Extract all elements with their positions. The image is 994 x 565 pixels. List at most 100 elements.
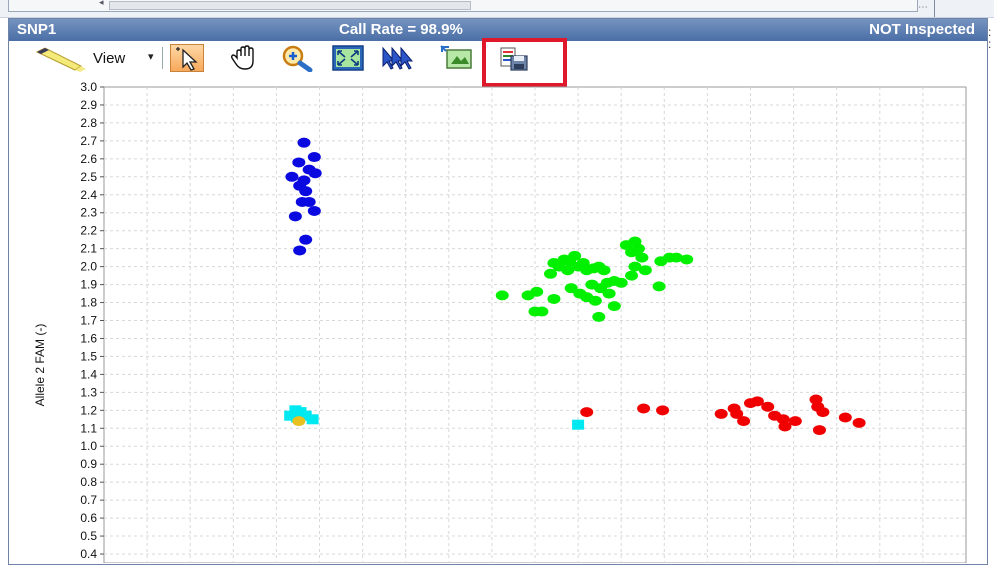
data-point — [292, 157, 306, 168]
y-tick-label: 1.5 — [80, 349, 97, 363]
data-point — [680, 254, 694, 265]
data-point — [588, 295, 602, 306]
y-tick-label: 1.3 — [80, 385, 97, 399]
data-point — [614, 277, 628, 288]
data-point — [761, 401, 775, 412]
inspection-status: NOT Inspected — [869, 21, 975, 38]
data-point — [852, 417, 866, 428]
data-point-square — [572, 419, 585, 430]
y-tick-label: 2.5 — [80, 170, 97, 184]
data-point — [580, 407, 594, 418]
save-plot-button[interactable] — [497, 44, 537, 72]
data-point — [285, 171, 299, 182]
view-label: View — [93, 50, 126, 67]
data-point — [638, 265, 652, 276]
toolbar-separator — [162, 47, 163, 69]
view-menu-button[interactable]: View ▾ — [31, 44, 161, 72]
data-point — [637, 403, 651, 414]
y-tick-label: 2.7 — [80, 134, 97, 148]
snp-name: SNP1 — [17, 21, 57, 38]
data-point — [530, 286, 544, 297]
data-point — [652, 281, 666, 292]
call-rate-label: Call Rate = 98.9% — [339, 21, 463, 38]
y-tick-label: 1.2 — [80, 403, 97, 417]
y-tick-label: 2.2 — [80, 224, 97, 238]
data-point — [568, 250, 582, 261]
y-tick-label: 2.9 — [80, 98, 97, 112]
y-tick-label: 1.0 — [80, 439, 97, 453]
y-tick-label: 2.6 — [80, 152, 97, 166]
y-tick-label: 2.8 — [80, 116, 97, 130]
y-tick-label: 0.5 — [80, 529, 97, 543]
y-tick-label: 1.4 — [80, 367, 97, 381]
data-point — [730, 408, 744, 419]
plot-toolbar: View ▾ — [9, 41, 987, 75]
panel-title-bar: SNP1 Call Rate = 98.9% NOT Inspected — [9, 19, 987, 41]
data-point — [788, 416, 802, 427]
y-tick-label: 2.4 — [80, 188, 97, 202]
y-tick-label: 0.6 — [80, 511, 97, 525]
horizontal-scrollbar[interactable]: ◂ — [8, 0, 918, 12]
data-point — [737, 416, 751, 427]
data-point — [625, 247, 639, 258]
data-point — [288, 211, 302, 222]
data-point — [299, 234, 313, 245]
y-tick-label: 0.4 — [80, 547, 97, 561]
y-axis-label: Allele 2 FAM (-) — [33, 324, 47, 407]
data-point — [302, 196, 316, 207]
scrollbar-thumb[interactable] — [109, 1, 471, 10]
scroll-left-icon[interactable]: ◂ — [99, 0, 104, 7]
data-point — [561, 265, 575, 276]
resize-grip-icon[interactable]: ⋯ — [918, 2, 928, 13]
pointer-tool-button[interactable] — [170, 44, 204, 72]
y-tick-label: 1.6 — [80, 331, 97, 345]
data-point — [597, 265, 611, 276]
data-point — [292, 416, 306, 427]
y-tick-label: 1.1 — [80, 421, 97, 435]
y-tick-label: 2.0 — [80, 260, 97, 274]
y-tick-label: 1.7 — [80, 314, 97, 328]
data-point — [544, 268, 558, 279]
save-highlight-box — [482, 38, 567, 87]
data-point — [625, 270, 639, 281]
data-point — [308, 168, 322, 179]
data-point — [535, 306, 549, 317]
data-point — [816, 407, 830, 418]
y-tick-label: 1.9 — [80, 278, 97, 292]
y-tick-label: 3.0 — [80, 80, 97, 94]
overflow-marker: :: — [988, 25, 992, 51]
data-point — [495, 290, 509, 301]
data-point — [297, 137, 311, 148]
data-point — [812, 425, 826, 436]
data-point — [714, 408, 728, 419]
data-point — [592, 311, 606, 322]
chevron-down-icon: ▾ — [148, 51, 154, 63]
data-point-square — [306, 414, 319, 425]
data-point — [307, 152, 321, 163]
data-point — [307, 205, 321, 216]
data-point — [564, 283, 578, 294]
divider — [934, 0, 935, 17]
data-point — [778, 421, 792, 432]
multi-select-button[interactable] — [377, 44, 421, 72]
data-point — [607, 301, 621, 312]
export-image-button[interactable] — [437, 44, 477, 72]
data-point — [669, 252, 683, 263]
data-point — [547, 293, 561, 304]
data-point — [628, 261, 642, 272]
y-tick-label: 2.1 — [80, 242, 97, 256]
data-point — [838, 412, 852, 423]
data-point — [602, 288, 616, 299]
data-point — [293, 245, 307, 256]
data-point-square — [299, 410, 312, 421]
data-point — [635, 252, 649, 263]
data-point — [656, 405, 670, 416]
data-point — [299, 186, 313, 197]
zoom-tool-button[interactable] — [277, 44, 317, 72]
fit-to-window-button[interactable] — [329, 44, 367, 72]
top-scroll-strip: ◂ ⋯ — [0, 0, 994, 18]
y-tick-label: 2.3 — [80, 206, 97, 220]
pan-tool-button[interactable] — [227, 44, 265, 72]
y-tick-label: 0.9 — [80, 457, 97, 471]
